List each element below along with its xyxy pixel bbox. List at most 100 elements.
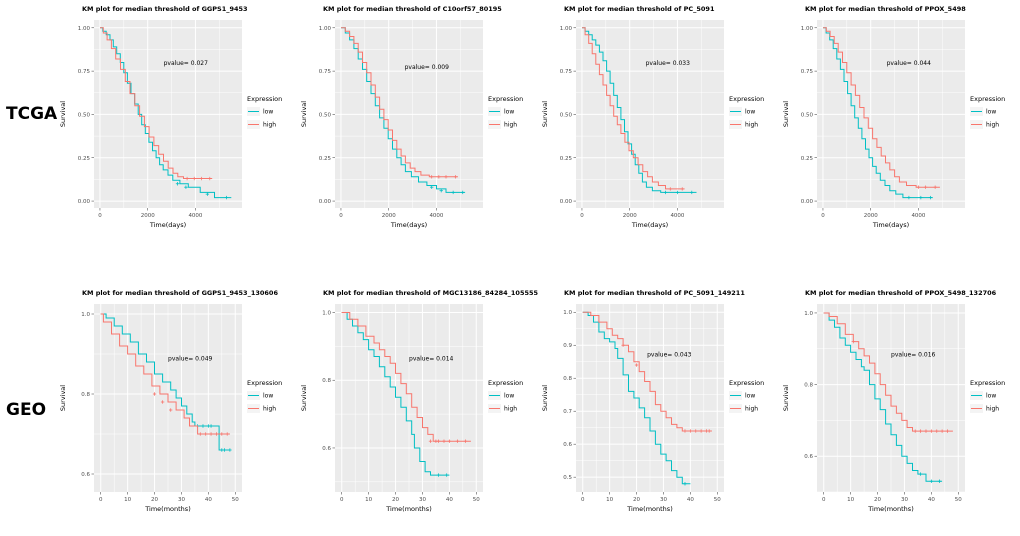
y-tick-label: 0.75 (78, 69, 91, 75)
x-tick-label: 2000 (864, 213, 878, 219)
x-tick-label: 30 (178, 497, 185, 503)
x-tick-label: 0 (339, 213, 343, 219)
y-axis-label: Survival (59, 101, 67, 127)
survival-curve-low (341, 27, 466, 193)
censor-marks-high (185, 176, 212, 181)
x-tick-label: 0 (822, 497, 826, 503)
y-tick-label: 1.0 (563, 310, 572, 316)
survival-curve-high (582, 27, 685, 190)
legend-title: Expression (729, 95, 764, 103)
pvalue-annotation: pvalue= 0.043 (647, 352, 691, 359)
survival-curve-high (100, 27, 213, 179)
legend: Expression low high (247, 379, 282, 413)
y-axis-label: Survival (782, 385, 790, 411)
km-plot: KM plot for median threshold of GGPS1_94… (56, 0, 297, 250)
y-tick-label: 1.00 (801, 26, 814, 32)
x-axis-label: Time(months) (626, 505, 672, 513)
survival-curve-low (341, 312, 450, 476)
km-plot-svg: KM plot for median threshold of PC_5091_… (541, 289, 764, 513)
x-tick-label: 50 (473, 497, 480, 503)
legend-label-low: low (263, 393, 273, 400)
pvalue-annotation: pvalue= 0.033 (646, 60, 690, 67)
y-tick-label: 0.6 (804, 454, 813, 460)
pvalue-annotation: pvalue= 0.009 (405, 64, 449, 71)
legend: Expression low high (729, 379, 764, 413)
x-tick-label: 0 (99, 497, 103, 503)
plot-title: KM plot for median threshold of PC_5091_… (564, 289, 745, 297)
geo-plot-strip: KM plot for median threshold of GGPS1_94… (56, 284, 1020, 536)
legend: Expression low high (247, 95, 282, 129)
y-tick-label: 0.6 (322, 446, 331, 452)
legend-label-high: high (504, 122, 517, 129)
legend-title: Expression (488, 95, 523, 103)
y-tick-label: 0.75 (801, 69, 814, 75)
survival-curves (100, 27, 232, 200)
legend-label-low: low (986, 109, 996, 116)
y-tick-label: 0.00 (78, 199, 91, 205)
km-plot-svg: KM plot for median threshold of PPOX_549… (782, 5, 1005, 229)
legend-title: Expression (729, 379, 764, 387)
x-tick-label: 10 (847, 497, 854, 503)
x-tick-label: 30 (419, 497, 426, 503)
x-tick-label: 30 (901, 497, 908, 503)
gridlines (576, 20, 724, 208)
survival-curve-low (823, 27, 933, 199)
y-tick-label: 0.5 (563, 475, 572, 481)
plot-title: KM plot for median threshold of GGPS1_94… (82, 289, 278, 297)
km-plot: KM plot for median threshold of MGC13186… (297, 284, 538, 534)
y-tick-label: 0.25 (319, 156, 332, 162)
survival-curves (823, 27, 940, 200)
y-tick-label: 0.50 (801, 112, 814, 118)
pvalue-annotation: pvalue= 0.014 (409, 355, 453, 362)
legend-label-low: low (504, 393, 514, 400)
y-tick-label: 0.50 (560, 112, 573, 118)
survival-curves (341, 27, 466, 195)
x-tick-label: 10 (124, 497, 131, 503)
gridlines (335, 20, 483, 208)
y-tick-label: 1.0 (804, 311, 813, 317)
axes: 0 2000 4000 1.00 0.75 0.50 0.25 0.00 Time(days) S… (541, 26, 685, 229)
gridlines (335, 304, 483, 492)
survival-curves (100, 313, 232, 452)
x-tick-label: 40 (205, 497, 212, 503)
y-tick-label: 0.6 (81, 472, 90, 478)
km-plot-svg: KM plot for median threshold of PC_5091 0… (541, 5, 764, 229)
censor-marks-low (436, 473, 449, 477)
x-tick-label: 2000 (382, 213, 396, 219)
km-plot-svg: KM plot for median threshold of PPOX_549… (782, 289, 1005, 513)
x-axis-label: Time(days) (872, 221, 909, 229)
survival-curve-high (100, 313, 230, 435)
censor-marks-low (683, 482, 687, 486)
plot-title: KM plot for median threshold of MGC13186… (323, 289, 538, 297)
survival-curve-high (823, 312, 953, 432)
survival-curve-high (341, 27, 458, 178)
x-axis-label: Time(days) (390, 221, 427, 229)
legend-label-high: high (504, 406, 517, 413)
y-tick-label: 0.75 (560, 69, 573, 75)
km-plot-svg: KM plot for median threshold of GGPS1_94… (59, 289, 282, 513)
km-plot: KM plot for median threshold of GGPS1_94… (56, 284, 297, 534)
y-tick-label: 0.8 (563, 376, 572, 382)
axes: 0 2000 4000 1.00 0.75 0.50 0.25 0.00 Time(days) S… (300, 26, 444, 229)
censor-marks-low (429, 185, 465, 195)
x-tick-label: 20 (874, 497, 881, 503)
plot-title: KM plot for median threshold of PPOX_549… (805, 289, 997, 297)
x-tick-label: 4000 (911, 213, 925, 219)
pvalue-annotation: pvalue= 0.044 (887, 60, 931, 67)
legend-label-high: high (745, 122, 758, 129)
survival-curve-low (582, 311, 691, 485)
x-axis-label: Time(days) (149, 221, 186, 229)
axes: 0 10 20 30 40 50 1.0 0.8 0.6 Time(months) Survival (59, 312, 239, 513)
x-tick-label: 10 (606, 497, 613, 503)
x-tick-label: 40 (446, 497, 453, 503)
x-tick-label: 40 (687, 497, 694, 503)
tcga-plot-strip: KM plot for median threshold of GGPS1_94… (56, 0, 1020, 262)
censor-marks-low (907, 195, 933, 200)
y-tick-label: 0.50 (78, 112, 91, 118)
survival-curve-low (582, 27, 697, 193)
gridlines (817, 20, 965, 208)
legend-label-low: low (986, 393, 996, 400)
y-tick-label: 0.00 (801, 199, 814, 205)
legend-label-low: low (263, 109, 273, 116)
